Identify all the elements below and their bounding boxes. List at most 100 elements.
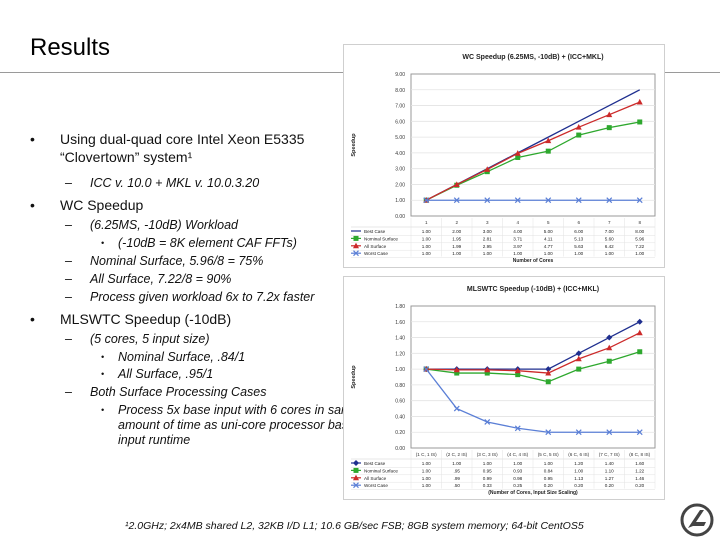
x-tick-label: 1 xyxy=(425,220,428,225)
dot-marker: • xyxy=(101,405,105,415)
table-cell: .99 xyxy=(454,476,461,481)
data-point xyxy=(484,366,491,373)
sub-bullet-workload: – (6.25MS, -10dB) Workload xyxy=(30,216,360,234)
table-cell: 1.00 xyxy=(422,461,431,466)
dash-marker: – xyxy=(65,176,72,190)
y-tick-label: 1.80 xyxy=(395,304,405,310)
legend-label: Nominal Surface xyxy=(364,468,398,473)
sub-bullet-faster-text: Process given workload 6x to 7.2x faster xyxy=(90,290,315,304)
data-point xyxy=(576,132,582,138)
x-tick-label: 5 xyxy=(547,220,550,225)
bullet-marker: • xyxy=(30,131,35,147)
data-point xyxy=(484,166,491,172)
table-cell: 0.99 xyxy=(483,476,492,481)
data-point xyxy=(636,329,643,336)
table-cell: 1.13 xyxy=(574,476,583,481)
x-axis-title: Number of Cores xyxy=(513,258,554,264)
table-cell: 1.00 xyxy=(452,251,461,256)
x-tick-label: 8 xyxy=(638,220,641,225)
table-cell: 5.13 xyxy=(574,236,583,241)
data-point xyxy=(545,137,552,144)
bullet-wc-speedup: • WC Speedup xyxy=(30,196,360,214)
table-cell: 2.00 xyxy=(452,229,461,234)
data-point xyxy=(545,429,552,436)
data-point xyxy=(606,125,612,131)
data-point xyxy=(606,334,613,341)
table-cell: 3.97 xyxy=(513,244,522,249)
data-point xyxy=(575,197,582,204)
legend-label: Nominal Surface xyxy=(364,236,398,241)
table-cell: 1.60 xyxy=(635,461,644,466)
table-cell: 1.00 xyxy=(422,483,431,488)
x-tick-label: (8 C, 8 IS) xyxy=(629,452,650,457)
x-tick-label: 7 xyxy=(608,220,611,225)
data-point xyxy=(545,379,551,385)
bullet-list: • Using dual-quad core Intel Xeon E5335 “… xyxy=(30,130,360,448)
wc-speedup-chart: WC Speedup (6.25MS, -10dB) + (ICC+MKL) 0.… xyxy=(343,44,665,268)
legend-label: All Surface xyxy=(364,244,387,249)
x-tick-label: (1 C, 1 IS) xyxy=(416,452,437,457)
table-cell: 1.00 xyxy=(422,236,431,241)
data-point xyxy=(453,405,460,412)
y-tick-label: 0.40 xyxy=(395,414,405,420)
sub-sub-bullet-all: • All Surface, .95/1 xyxy=(30,367,360,382)
data-point xyxy=(545,197,552,204)
sub-bullet-compiler-text: ICC v. 10.0 + MKL v. 10.0.3.20 xyxy=(90,176,260,190)
x-tick-label: (6 C, 6 IS) xyxy=(568,452,589,457)
data-point xyxy=(423,197,430,204)
x-axis-title: (Number of Cores, Input Size Scaling) xyxy=(488,490,578,496)
table-cell: 1.20 xyxy=(574,461,583,466)
legend-marker xyxy=(353,474,359,481)
dash-marker: – xyxy=(65,332,72,346)
y-tick-label: 1.40 xyxy=(395,336,405,342)
bullet-system-text: Using dual-quad core Intel Xeon E5335 “C… xyxy=(60,131,305,165)
data-point xyxy=(575,123,582,130)
sub-bullet-nominal-text: Nominal Surface, 5.96/8 = 75% xyxy=(90,254,264,268)
series-line xyxy=(426,332,641,374)
sub-sub-bullet-fft: • (-10dB = 8K element CAF FFTs) xyxy=(30,236,360,251)
table-cell: 0.33 xyxy=(483,483,492,488)
y-tick-label: 7.00 xyxy=(395,104,405,110)
data-point xyxy=(423,366,430,373)
sub-bullet-compiler: – ICC v. 10.0 + MKL v. 10.0.3.20 xyxy=(30,174,360,192)
data-point xyxy=(606,358,612,364)
series-line xyxy=(426,321,641,370)
x-tick-label: 2 xyxy=(455,220,458,225)
table-cell: 0.95 xyxy=(483,468,492,473)
table-cell: 0.20 xyxy=(544,483,553,488)
chart-title: WC Speedup (6.25MS, -10dB) + (ICC+MKL) xyxy=(462,54,603,61)
data-point xyxy=(637,349,643,355)
x-tick-label: 4 xyxy=(516,220,519,225)
bullet-system: • Using dual-quad core Intel Xeon E5335 “… xyxy=(30,130,360,166)
table-cell: 0.20 xyxy=(605,483,614,488)
data-point xyxy=(606,344,613,351)
dash-marker: – xyxy=(65,272,72,286)
sub-bullet-cores: – (5 cores, 5 input size) xyxy=(30,330,360,348)
series-line xyxy=(426,351,640,383)
x-tick-label: 6 xyxy=(577,220,580,225)
legend-marker xyxy=(353,467,359,473)
legend-label: All Surface xyxy=(364,476,387,481)
table-cell: 1.00 xyxy=(422,229,431,234)
sub-bullet-workload-text: (6.25MS, -10dB) Workload xyxy=(90,218,238,232)
table-cell: 6.00 xyxy=(574,229,583,234)
mlswtc-speedup-chart: MLSWTC Speedup (-10dB) + (ICC+MKL) 0.00 0.… xyxy=(343,276,665,500)
table-cell: 1.00 xyxy=(513,461,522,466)
dash-marker: – xyxy=(65,254,72,268)
x-tick-label: (3 C, 3 IS) xyxy=(477,452,498,457)
data-point xyxy=(636,318,643,325)
dash-marker: – xyxy=(65,385,72,399)
table-cell: 7.00 xyxy=(605,229,614,234)
sub-bullet-faster: – Process given workload 6x to 7.2x faste… xyxy=(30,288,360,306)
sub-bullet-all-text: All Surface, 7.22/8 = 90% xyxy=(90,272,232,286)
table-cell: 8.00 xyxy=(635,229,644,234)
y-tick-label: 2.00 xyxy=(395,182,405,188)
legend-label: Best Case xyxy=(364,461,386,466)
table-cell: 5.60 xyxy=(605,236,614,241)
sub-sub-bullet-fft-text: (-10dB = 8K element CAF FFTs) xyxy=(118,236,297,250)
y-tick-label: 0.60 xyxy=(395,399,405,405)
data-point xyxy=(575,350,582,357)
sub-bullet-all: – All Surface, 7.22/8 = 90% xyxy=(30,270,360,288)
data-point xyxy=(514,425,521,432)
table-cell: 1.95 xyxy=(452,236,461,241)
